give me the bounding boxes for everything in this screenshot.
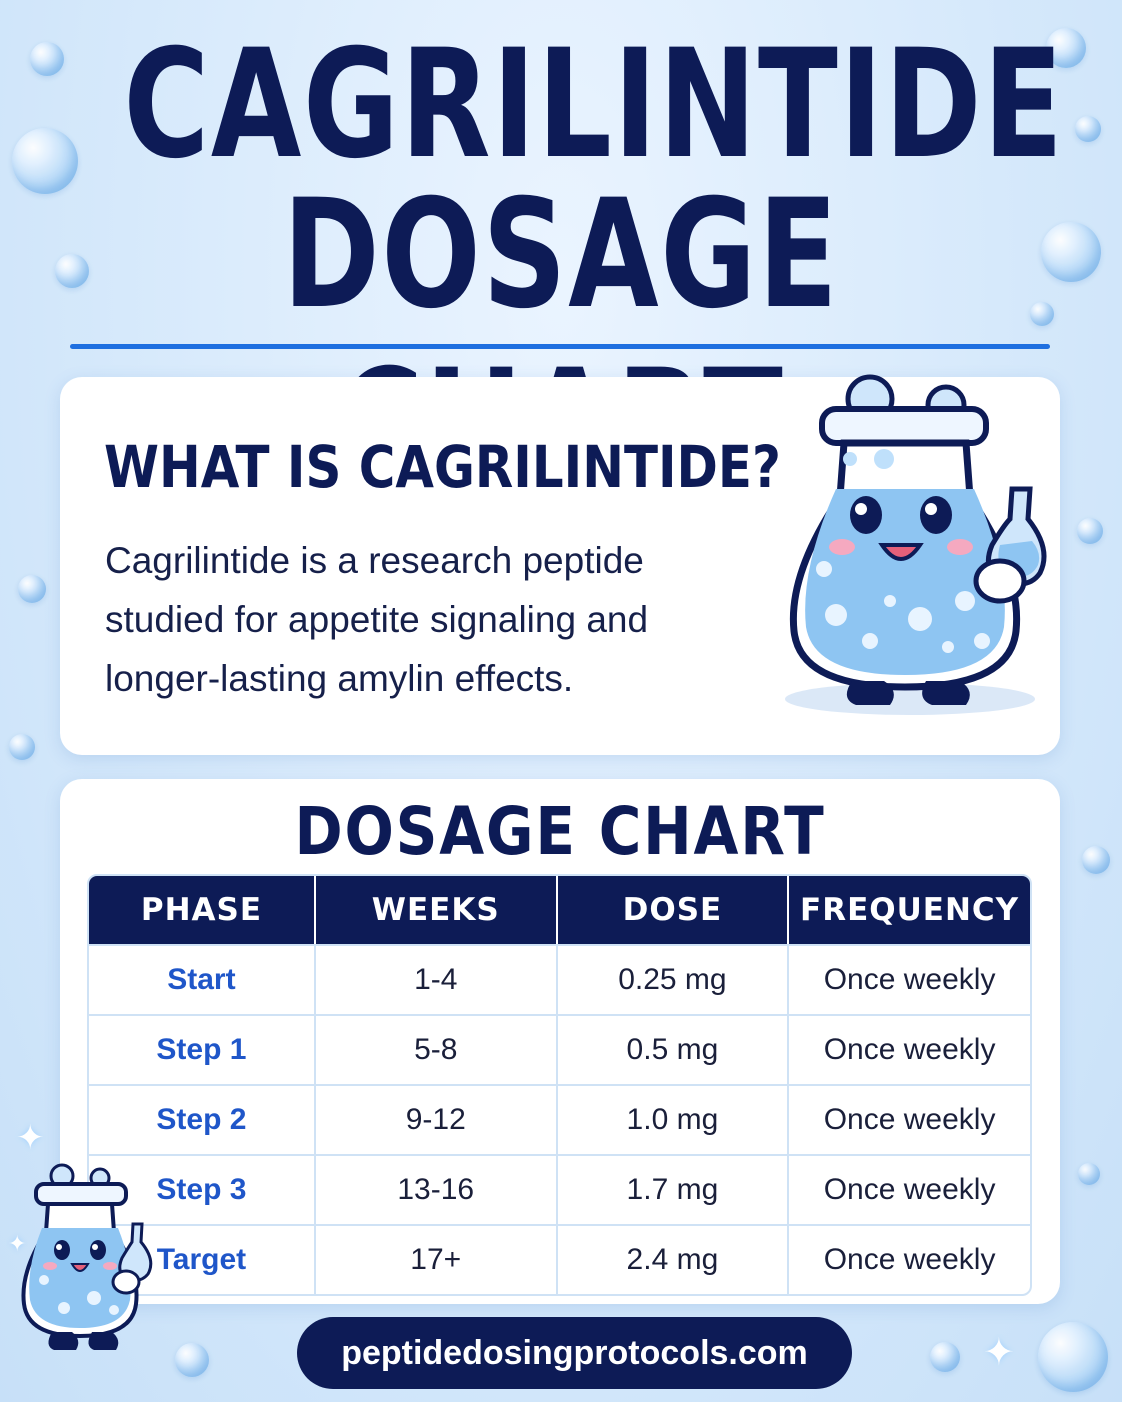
bubble-icon	[1077, 518, 1103, 544]
bubble-icon	[9, 734, 35, 760]
weeks-cell: 17+	[315, 1224, 558, 1294]
title-divider	[70, 344, 1050, 349]
table-header-row: PHASE WEEKS DOSE FREQUENCY	[89, 876, 1030, 944]
table-row: Step 3 13-16 1.7 mg Once weekly	[89, 1154, 1030, 1224]
bubble-icon	[1030, 302, 1054, 326]
weeks-cell: 5-8	[315, 1014, 558, 1084]
frequency-cell: Once weekly	[789, 944, 1030, 1014]
bubble-icon	[1041, 222, 1101, 282]
table-row: Step 2 9-12 1.0 mg Once weekly	[89, 1084, 1030, 1154]
flask-mascot-icon	[21, 1163, 153, 1350]
website-url-link[interactable]: peptidedosingprotocols.com	[297, 1317, 852, 1389]
bubble-icon	[1038, 1322, 1108, 1392]
bubble-icon	[1078, 1163, 1100, 1185]
intro-text: Cagrilintide is a research peptide studi…	[105, 540, 649, 699]
frequency-cell: Once weekly	[789, 1084, 1030, 1154]
intro-heading: WHAT IS CAGRILINTIDE?	[104, 433, 781, 501]
bubble-icon	[30, 42, 64, 76]
dose-cell: 0.25 mg	[557, 944, 790, 1014]
frequency-cell: Once weekly	[789, 1224, 1030, 1294]
bubble-icon	[175, 1343, 209, 1377]
weeks-cell: 9-12	[315, 1084, 558, 1154]
bubble-icon	[18, 575, 46, 603]
weeks-cell: 1-4	[315, 944, 558, 1014]
dose-cell: 1.0 mg	[557, 1084, 790, 1154]
column-header-frequency: FREQUENCY	[789, 876, 1030, 944]
column-header-weeks: WEEKS	[315, 876, 558, 944]
sparkle-icon: ✦	[983, 1330, 1015, 1374]
bubble-icon	[1082, 846, 1110, 874]
column-header-dose: DOSE	[557, 876, 790, 944]
weeks-cell: 13-16	[315, 1154, 558, 1224]
page-title-line1: CAGRILINTIDE	[123, 18, 1065, 192]
table-row: Step 1 5-8 0.5 mg Once weekly	[89, 1014, 1030, 1084]
bubble-icon	[12, 128, 78, 194]
phase-cell: Start	[89, 944, 316, 1014]
sparkle-icon: ✦	[16, 1118, 45, 1158]
phase-cell: Step 3	[89, 1154, 316, 1224]
phase-cell: Step 1	[89, 1014, 316, 1084]
chart-heading: DOSAGE CHART	[294, 793, 826, 870]
dosage-chart-card: DOSAGE CHART PHASE WEEKS DOSE FREQUENCY …	[60, 779, 1060, 1304]
frequency-cell: Once weekly	[789, 1014, 1030, 1084]
frequency-cell: Once weekly	[789, 1154, 1030, 1224]
bubble-icon	[930, 1342, 960, 1372]
dose-cell: 1.7 mg	[557, 1154, 790, 1224]
bubble-icon	[1075, 116, 1101, 142]
table-row: Target 17+ 2.4 mg Once weekly	[89, 1224, 1030, 1294]
dose-cell: 0.5 mg	[557, 1014, 790, 1084]
sparkle-icon: ✦	[8, 1232, 27, 1257]
phase-cell: Step 2	[89, 1084, 316, 1154]
dose-cell: 2.4 mg	[557, 1224, 790, 1294]
table-row: Start 1-4 0.25 mg Once weekly	[89, 944, 1030, 1014]
phase-cell: Target	[89, 1224, 316, 1294]
bubble-icon	[55, 254, 89, 288]
column-header-phase: PHASE	[89, 876, 316, 944]
flask-mascot-icon	[785, 374, 1047, 715]
intro-card: WHAT IS CAGRILINTIDE? Cagrilintide is a …	[60, 374, 1060, 755]
bubble-icon	[1046, 28, 1086, 68]
dosage-table: PHASE WEEKS DOSE FREQUENCY Start 1-4 0.2…	[87, 874, 1032, 1296]
